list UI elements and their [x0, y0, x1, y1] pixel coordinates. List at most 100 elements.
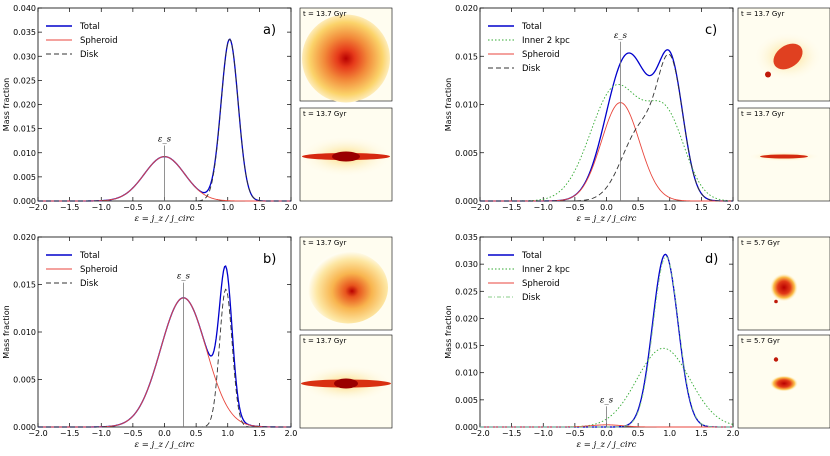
- y-axis-label: Mass fraction: [2, 78, 11, 131]
- galaxy-disk: [308, 251, 388, 324]
- satellite: [773, 357, 779, 362]
- x-tick-label: −0.5: [565, 203, 584, 212]
- series-spheroid: [38, 297, 291, 428]
- image-time-label: t = 13.7 Gyr: [303, 239, 346, 247]
- y-tick-label: 0.040: [13, 4, 36, 13]
- x-tick-label: 0.5: [190, 429, 203, 438]
- galaxy-disk: [302, 14, 390, 103]
- spheroid-peak-label: ε_s: [158, 135, 172, 145]
- legend-entry: Spheroid: [80, 36, 118, 46]
- x-tick-label: 0.5: [190, 203, 203, 212]
- y-tick-label: 0.020: [455, 314, 478, 323]
- x-tick-label: 1.0: [663, 429, 676, 438]
- y-tick-label: 0.010: [13, 328, 36, 337]
- spheroid-peak-label: ε_s: [177, 272, 191, 282]
- x-tick-label: −2.0: [470, 203, 489, 212]
- galaxy-edge: [760, 154, 808, 159]
- x-tick-label: −0.5: [565, 429, 584, 438]
- y-tick-label: 0.010: [455, 101, 478, 110]
- galaxy-core: [770, 375, 798, 392]
- galaxy-image-edge-on: t = 5.7 Gyr: [737, 334, 830, 429]
- x-tick-label: 1.5: [695, 203, 708, 212]
- y-tick-label: 0.020: [455, 4, 478, 13]
- x-tick-label: −0.5: [123, 203, 142, 212]
- x-tick-label: −2.0: [470, 429, 489, 438]
- x-tick-label: −1.0: [534, 429, 553, 438]
- series-disk: [38, 38, 291, 202]
- galaxy-image-face-on: t = 13.7 Gyr: [299, 236, 393, 331]
- y-tick-label: 0.015: [13, 125, 36, 134]
- legend-entry: Disk: [522, 293, 540, 303]
- y-tick-label: 0.015: [455, 342, 478, 351]
- y-tick-label: 0.020: [13, 101, 36, 110]
- y-tick-label: 0.005: [455, 396, 478, 405]
- panel-label: a): [263, 23, 276, 38]
- panel-label: b): [263, 252, 276, 267]
- galaxy-image-edge-on: t = 13.7 Gyr: [737, 107, 830, 202]
- x-tick-label: 1.0: [221, 429, 234, 438]
- y-tick-label: 0.025: [455, 287, 478, 296]
- x-tick-label: −1.0: [92, 203, 111, 212]
- image-time-label: t = 13.7 Gyr: [741, 10, 784, 18]
- y-axis-label: Mass fraction: [444, 78, 453, 131]
- x-axis-label: ε = j_z / j_circ: [577, 440, 637, 450]
- x-tick-label: 2.0: [727, 203, 740, 212]
- galaxy-bulge: [334, 378, 358, 389]
- x-tick-label: −1.0: [92, 429, 111, 438]
- x-tick-label: −1.0: [534, 203, 553, 212]
- legend-entry: Spheroid: [522, 279, 560, 289]
- legend-entry: Total: [79, 251, 100, 261]
- x-tick-label: −1.5: [502, 429, 521, 438]
- panel-label: d): [705, 252, 718, 267]
- x-axis-label: ε = j_z / j_circ: [135, 440, 195, 450]
- legend-entry: Inner 2 kpc: [522, 265, 570, 275]
- spheroid-peak-label: ε_s: [614, 31, 628, 41]
- x-tick-label: 1.5: [253, 429, 266, 438]
- x-tick-label: −0.5: [123, 429, 142, 438]
- image-time-label: t = 13.7 Gyr: [741, 110, 784, 118]
- galaxy-core: [770, 273, 798, 302]
- galaxy-image-face-on: t = 13.7 Gyr: [737, 7, 830, 102]
- y-tick-label: 0.000: [13, 197, 36, 206]
- series-inner-2-kpc: [480, 84, 734, 202]
- y-tick-label: 0.025: [13, 76, 36, 85]
- plot-frame: [479, 7, 734, 202]
- y-tick-label: 0.000: [455, 197, 478, 206]
- y-axis-label: Mass fraction: [2, 305, 11, 358]
- panel-b: −2.0 −1.5 −1.0 −0.5 0.0 0.5 1.0 1.5 2.0 0.000 0.00…: [2, 233, 393, 450]
- image-time-label: t = 5.7 Gyr: [741, 239, 780, 247]
- legend-entry: Disk: [522, 64, 540, 74]
- galaxy-image-face-on: t = 5.7 Gyr: [737, 236, 830, 331]
- x-axis-label: ε = j_z / j_circ: [135, 214, 195, 224]
- y-tick-label: 0.005: [13, 376, 36, 385]
- legend-entry: Disk: [80, 50, 98, 60]
- spheroid-peak-label: ε_s: [600, 395, 614, 405]
- x-tick-label: 2.0: [727, 429, 740, 438]
- x-tick-label: 0.0: [600, 429, 613, 438]
- panel-d: −2.0 −1.5 −1.0 −0.5 0.0 0.5 1.0 1.5 2.0 0.000 0.00…: [444, 233, 830, 450]
- series-disk: [38, 288, 291, 428]
- legend-entry: Spheroid: [80, 265, 118, 275]
- legend-entry: Disk: [80, 279, 98, 289]
- x-tick-label: −2.0: [28, 429, 47, 438]
- galaxy-bulge: [332, 151, 360, 162]
- x-tick-label: 0.0: [600, 203, 613, 212]
- x-tick-label: 0.0: [158, 203, 171, 212]
- x-tick-label: 2.0: [285, 429, 298, 438]
- legend-entry: Total: [521, 22, 542, 32]
- y-tick-label: 0.035: [455, 233, 478, 242]
- x-tick-label: 1.5: [253, 203, 266, 212]
- x-tick-label: 2.0: [285, 203, 298, 212]
- galaxy-image-edge-on: t = 13.7 Gyr: [299, 107, 393, 202]
- x-tick-label: −1.5: [502, 203, 521, 212]
- legend-entry: Inner 2 kpc: [522, 36, 570, 46]
- panel-label: c): [705, 23, 717, 38]
- image-time-label: t = 13.7 Gyr: [303, 110, 346, 118]
- y-tick-label: 0.010: [455, 369, 478, 378]
- x-tick-label: 1.0: [663, 203, 676, 212]
- x-tick-label: 1.5: [695, 429, 708, 438]
- legend-entry: Total: [521, 251, 542, 261]
- series-disk: [480, 53, 733, 202]
- y-tick-label: 0.000: [13, 423, 36, 432]
- y-tick-label: 0.035: [13, 28, 36, 37]
